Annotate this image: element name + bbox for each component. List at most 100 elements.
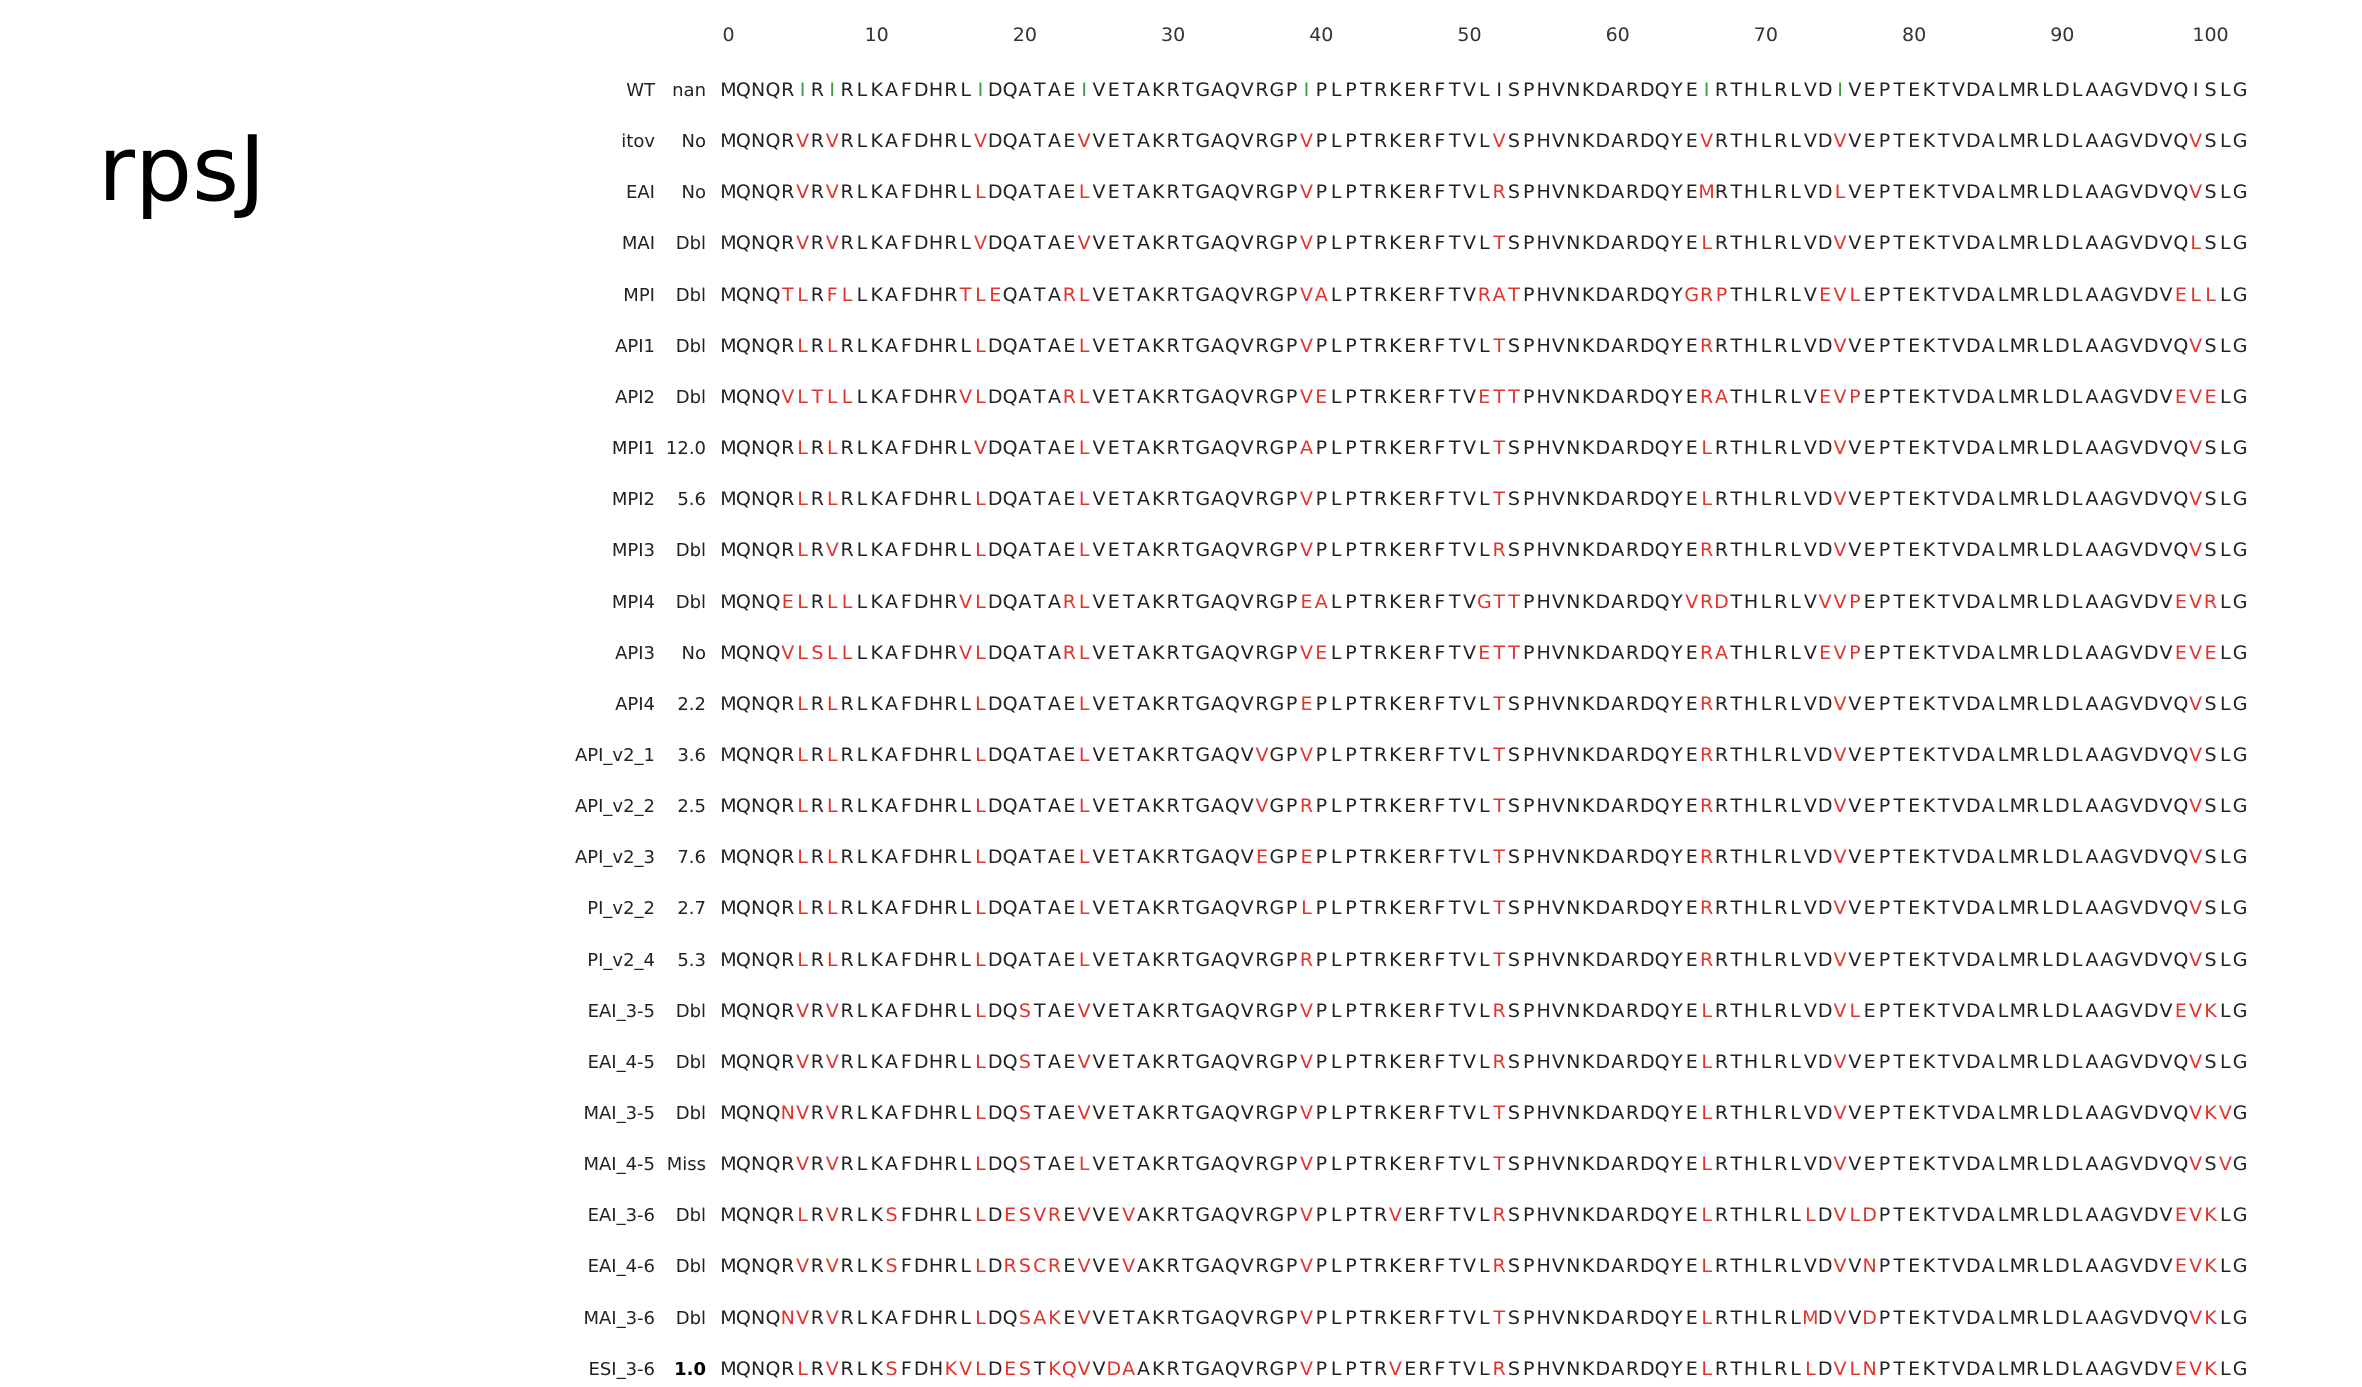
residue: D xyxy=(987,948,1003,971)
residue: S xyxy=(1018,1204,1031,1227)
residue: R xyxy=(840,232,854,255)
residue: L xyxy=(856,846,868,869)
residue: T xyxy=(1893,897,1906,920)
residue: V xyxy=(1848,488,1862,511)
residue: N xyxy=(780,1306,795,1329)
residue: R xyxy=(2026,130,2040,153)
residue: F xyxy=(1434,692,1446,715)
residue: T xyxy=(1359,641,1372,664)
residue: D xyxy=(913,181,929,204)
residue: T xyxy=(1122,1102,1135,1124)
residue: L xyxy=(2220,437,2231,460)
sequence-name: API_v2_1 xyxy=(574,744,655,766)
residue: V xyxy=(1551,232,1565,255)
residue: T xyxy=(1730,79,1743,101)
residue: R xyxy=(944,1102,958,1124)
residue: D xyxy=(1817,79,1833,101)
residue: N xyxy=(1566,846,1581,869)
residue: F xyxy=(900,897,912,920)
residue: R xyxy=(1700,897,1714,920)
residue: L xyxy=(975,283,986,306)
residue: L xyxy=(1760,897,1772,920)
residue: P xyxy=(1878,897,1891,920)
residue: H xyxy=(1743,1255,1759,1278)
residue: R xyxy=(1700,846,1714,869)
residue: R xyxy=(810,1306,825,1329)
residue: T xyxy=(1937,539,1950,562)
residue: R xyxy=(944,283,958,306)
residue: V xyxy=(1463,743,1476,766)
residue: T xyxy=(1182,897,1194,920)
sequence-name: EAI_4-5 xyxy=(587,1051,655,1073)
residue: N xyxy=(1566,1204,1581,1227)
residue: T xyxy=(1730,1102,1743,1124)
residue: Q xyxy=(1654,1357,1670,1380)
residue: V xyxy=(1803,999,1817,1022)
residue: Q xyxy=(2173,1306,2189,1329)
residue: D xyxy=(1817,488,1833,511)
residue: Q xyxy=(1002,283,1018,306)
residue: E xyxy=(1685,897,1698,920)
residue: D xyxy=(1714,590,1729,613)
residue: D xyxy=(1966,334,1981,357)
residue: E xyxy=(1685,1102,1698,1124)
residue: L xyxy=(1301,897,1312,920)
residue: E xyxy=(1908,1306,1921,1329)
sequence-name: PI_v2_2 xyxy=(587,898,655,920)
residue: P xyxy=(1523,692,1535,715)
residue: L xyxy=(856,488,868,511)
residue: V xyxy=(1551,590,1565,613)
residue: D xyxy=(1640,181,1655,204)
residue: T xyxy=(1937,181,1950,204)
residue: V xyxy=(2189,437,2203,460)
residue: L xyxy=(1997,488,2009,511)
residue: E xyxy=(1063,948,1076,971)
residue: V xyxy=(1833,539,1847,562)
residue: V xyxy=(2129,590,2143,613)
residue: L xyxy=(826,743,838,766)
residue: R xyxy=(1166,1050,1180,1073)
residue: L xyxy=(856,641,868,664)
residue: A xyxy=(2100,795,2114,818)
residue: L xyxy=(826,385,838,408)
residue: V xyxy=(1240,181,1254,204)
residue: H xyxy=(928,1255,944,1278)
residue: Q xyxy=(1654,1255,1670,1278)
residue: Q xyxy=(1654,999,1670,1022)
residue: L xyxy=(1790,79,1801,101)
residue: A xyxy=(2085,1306,2099,1329)
residue: K xyxy=(1048,1357,1061,1380)
residue: K xyxy=(1152,79,1165,101)
residue: N xyxy=(751,692,766,715)
residue: L xyxy=(1790,1204,1801,1227)
residue: K xyxy=(1581,1357,1595,1380)
residue: K xyxy=(1152,334,1165,357)
residue: R xyxy=(2026,1204,2040,1227)
residue: A xyxy=(2100,1306,2114,1329)
residue: R xyxy=(944,1153,958,1176)
residue: E xyxy=(1063,999,1076,1022)
residue: D xyxy=(987,1204,1003,1227)
residue: L xyxy=(2220,385,2231,408)
residue: Q xyxy=(765,897,781,920)
residue: V xyxy=(2129,1153,2143,1176)
residue: T xyxy=(1033,1050,1046,1073)
residue: R xyxy=(1255,897,1269,920)
residue: L xyxy=(1790,795,1801,818)
residue: D xyxy=(913,334,929,357)
residue: V xyxy=(973,437,987,460)
residue: A xyxy=(1211,539,1225,562)
residue: L xyxy=(2220,999,2231,1022)
residue: L xyxy=(1805,1204,1816,1227)
residue: S xyxy=(1507,795,1520,818)
residue: V xyxy=(1463,130,1476,153)
residue: Y xyxy=(1671,1050,1683,1073)
residue: R xyxy=(1166,692,1180,715)
residue: T xyxy=(1893,743,1906,766)
residue: L xyxy=(960,232,971,255)
residue: D xyxy=(1595,846,1611,869)
residue: Q xyxy=(765,232,781,255)
residue: L xyxy=(2071,334,2083,357)
residue: D xyxy=(1640,897,1655,920)
residue: L xyxy=(975,385,986,408)
